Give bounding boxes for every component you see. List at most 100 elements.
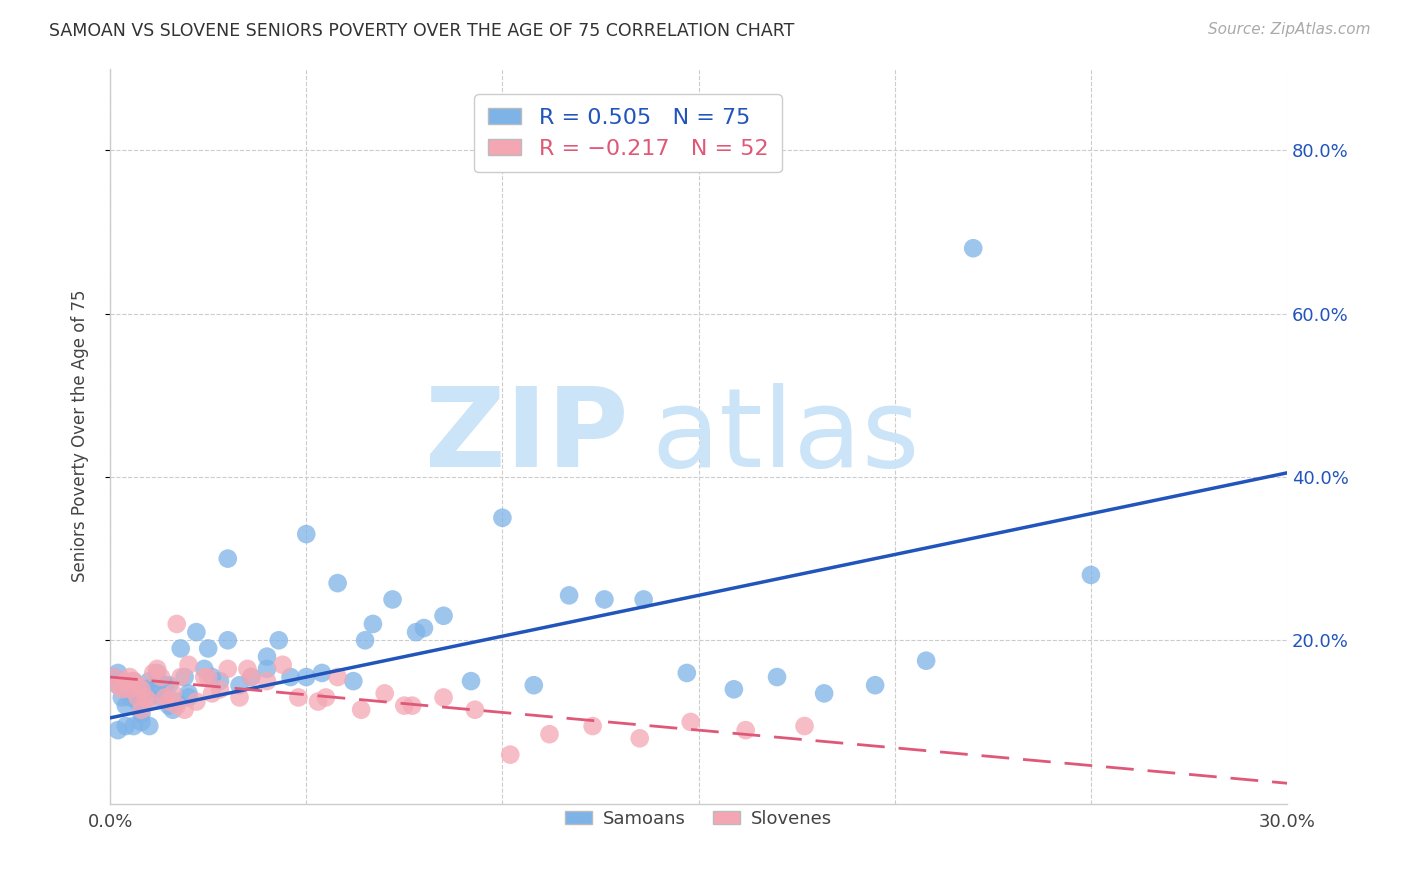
Point [173, 703, 195, 717]
Point [267, 633, 290, 648]
Point [107, 723, 129, 738]
Y-axis label: Seniors Poverty Over the Age of 75: Seniors Poverty Over the Age of 75 [72, 290, 89, 582]
Point [118, 690, 141, 705]
Point [150, 690, 173, 705]
Point [361, 616, 384, 631]
Point [287, 690, 309, 705]
Point [122, 674, 145, 689]
Point [138, 674, 160, 689]
Point [127, 682, 149, 697]
Point [256, 674, 278, 689]
Point [271, 657, 294, 672]
Point [138, 719, 160, 733]
Point [131, 714, 153, 729]
Point [131, 682, 153, 697]
Point [350, 703, 373, 717]
Point [122, 719, 145, 733]
Point [127, 678, 149, 692]
Point [593, 592, 616, 607]
Point [256, 662, 278, 676]
Point [413, 621, 436, 635]
Point [107, 665, 129, 680]
Point [134, 682, 156, 697]
Point [256, 649, 278, 664]
Point [499, 747, 522, 762]
Point [170, 670, 193, 684]
Point [793, 719, 815, 733]
Point [240, 670, 263, 684]
Point [208, 682, 231, 697]
Text: atlas: atlas [651, 383, 920, 490]
Point [193, 670, 215, 684]
Point [131, 703, 153, 717]
Point [150, 670, 173, 684]
Point [228, 690, 250, 705]
Point [1080, 568, 1102, 582]
Point [197, 670, 219, 684]
Point [354, 633, 377, 648]
Point [134, 690, 156, 705]
Point [177, 686, 200, 700]
Point [146, 662, 169, 676]
Point [723, 682, 745, 697]
Point [217, 633, 239, 648]
Point [295, 527, 318, 541]
Point [157, 694, 180, 708]
Point [558, 588, 581, 602]
Point [107, 678, 129, 692]
Point [146, 665, 169, 680]
Point [217, 662, 239, 676]
Point [201, 670, 224, 684]
Point [107, 678, 129, 692]
Point [157, 678, 180, 692]
Point [633, 592, 655, 607]
Point [432, 608, 454, 623]
Point [111, 674, 134, 689]
Point [628, 731, 651, 746]
Point [157, 698, 180, 713]
Point [118, 682, 141, 697]
Point [582, 719, 605, 733]
Point [193, 662, 215, 676]
Point [118, 670, 141, 684]
Point [491, 510, 513, 524]
Point [131, 690, 153, 705]
Point [146, 682, 169, 697]
Point [208, 674, 231, 689]
Point [114, 719, 136, 733]
Point [295, 670, 318, 684]
Point [131, 706, 153, 721]
Point [342, 674, 364, 689]
Point [103, 670, 125, 684]
Point [170, 641, 193, 656]
Point [813, 686, 835, 700]
Point [114, 678, 136, 692]
Point [228, 678, 250, 692]
Point [538, 727, 561, 741]
Point [186, 625, 208, 640]
Point [166, 694, 188, 708]
Point [734, 723, 756, 738]
Point [236, 662, 259, 676]
Point [280, 670, 302, 684]
Point [122, 686, 145, 700]
Point [173, 670, 195, 684]
Point [240, 670, 263, 684]
Text: ZIP: ZIP [425, 383, 628, 490]
Point [153, 678, 176, 692]
Point [405, 625, 427, 640]
Point [114, 674, 136, 689]
Point [177, 690, 200, 705]
Point [177, 657, 200, 672]
Point [311, 665, 333, 680]
Point [394, 698, 416, 713]
Text: Source: ZipAtlas.com: Source: ZipAtlas.com [1208, 22, 1371, 37]
Point [127, 690, 149, 705]
Point [307, 694, 329, 708]
Point [111, 682, 134, 697]
Point [138, 694, 160, 708]
Point [122, 674, 145, 689]
Point [326, 576, 349, 591]
Point [186, 694, 208, 708]
Point [103, 670, 125, 684]
